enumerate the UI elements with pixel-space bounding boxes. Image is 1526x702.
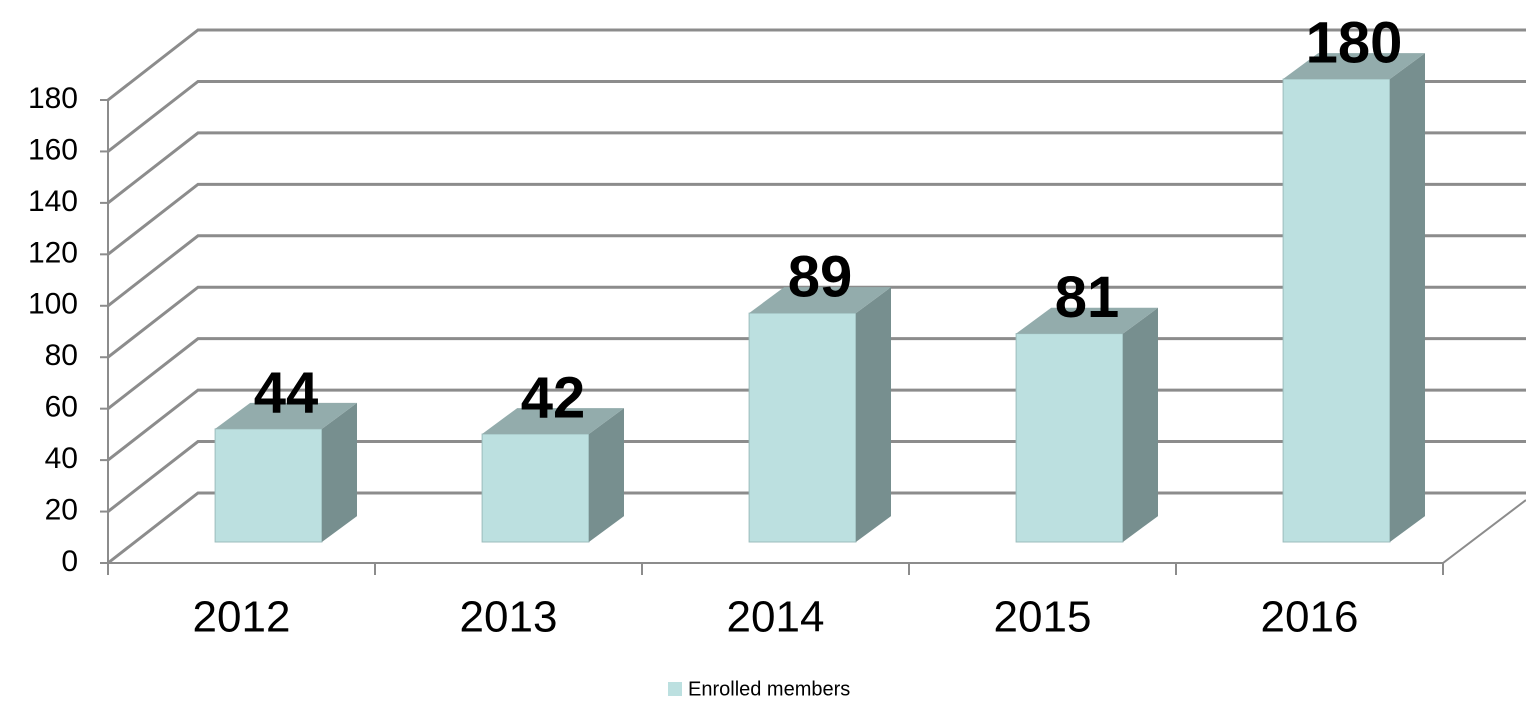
bar-top [1016,307,1158,334]
y-tick-label: 40 [45,442,78,475]
legend-swatch [668,682,682,696]
bar [748,287,891,543]
x-tick-label: 2016 [1261,593,1359,642]
data-label: 89 [788,245,853,310]
bar [481,408,624,543]
data-label: 44 [254,360,319,425]
y-tick-label: 180 [28,82,78,115]
grid-line [107,182,1526,256]
x-tick-label: 2012 [193,593,291,642]
y-tick-label: 0 [61,545,78,578]
legend-label: Enrolled members [688,678,850,700]
y-tick-label: 20 [45,493,78,526]
grid-line [107,79,1526,153]
data-label: 42 [521,365,586,430]
grid-line [107,234,1526,307]
bar-side [321,402,357,542]
y-tick-label: 120 [28,236,78,269]
x-tick-label: 2015 [994,593,1092,642]
y-tick-label: 80 [45,339,78,372]
legend: Enrolled members [668,678,850,700]
bar-top [215,402,357,429]
grid-line [107,131,1526,205]
bar [1015,307,1158,543]
bar-top [749,287,891,314]
bar [214,402,357,543]
bar-front [748,312,857,543]
bar-side [1389,53,1425,542]
bar-top [482,408,624,434]
bar-front [214,428,323,543]
x-tick-label: 2013 [460,593,558,642]
bar-front [1015,333,1124,543]
data-label: 180 [1306,10,1403,75]
bar-side [1122,307,1158,542]
x-tick-label: 2014 [727,593,825,642]
bar-side [588,408,624,542]
bar-top [1283,53,1425,79]
grid-line [107,285,1526,359]
grid-line [107,28,1526,102]
y-tick-label: 60 [45,391,78,424]
y-tick-label: 100 [28,288,78,321]
bar-front [481,433,590,543]
data-label: 81 [1055,265,1120,330]
y-tick-label: 160 [28,133,78,166]
bar-front [1282,78,1391,543]
y-tick-label: 140 [28,185,78,218]
bar [1282,53,1425,543]
bar-side [855,287,891,542]
